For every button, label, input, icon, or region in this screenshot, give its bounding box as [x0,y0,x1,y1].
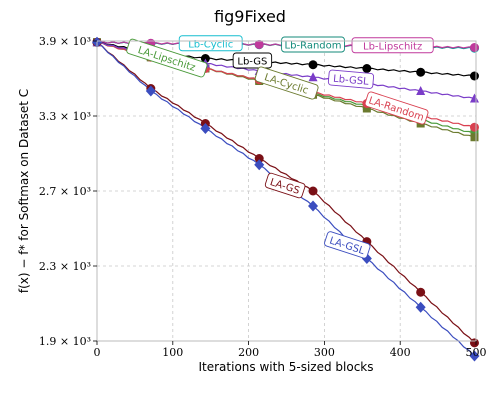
y-tick-label: 2.7 × 10³ [39,185,91,198]
x-tick-label: 400 [390,346,411,359]
x-tick-label: 100 [162,346,183,359]
y-tick-label: 1.9 × 10³ [39,335,91,348]
marker-circle [470,72,479,81]
chart-title: fig9Fixed [214,7,286,26]
y-tick-label: 2.3 × 10³ [39,260,91,273]
series-label-lb-gs: Lb-GS [233,53,272,68]
x-tick-label: 300 [314,346,335,359]
series-label-la-cyclic: LA-Cyclic [254,66,318,100]
series-label-lb-random: Lb-Random [282,37,345,52]
y-axis-label: f(x) − f* for Softmax on Dataset C [17,89,31,293]
series-label-text: Lb-Lipschitz [363,41,422,52]
x-tick-label: 0 [94,346,101,359]
series-label-text: Lb-Random [285,41,342,52]
x-tick-label: 200 [238,346,259,359]
series-label-lb-lipschitz: Lb-Lipschitz [352,38,433,53]
y-tick-label: 3.9 × 10³ [39,35,91,48]
marker-circle [416,68,425,77]
series-label-la-gsl: LA-GSL [324,231,371,259]
series-labels: Lb-Cyclic Lb-Random Lb-LipschitzLb-GSLA-Li… [126,36,433,259]
series-label-la-random: LA-Random [364,91,428,125]
x-axis-ticks: 0 100 200 300 400 500 [94,341,487,359]
marker-circle [362,64,371,73]
series-label-lb-cyclic: Lb-Cyclic [179,36,242,51]
marker-square [470,133,478,141]
y-tick-label: 3.3 × 10³ [39,110,91,123]
marker-circle [470,43,479,52]
marker-circle [309,60,318,69]
y-axis-ticks: 1.9 × 10³ 2.3 × 10³ 2.7 × 10³ 3.3 × 10³ 3.9 … [39,35,97,348]
series-label-text: Lb-GS [237,57,267,68]
marker-circle [416,288,425,297]
series-label-la-gs: LA-GS [265,172,306,198]
x-tick-label: 500 [466,346,487,359]
x-axis-label: Iterations with 5-sized blocks [199,360,374,374]
marker-circle [309,187,318,196]
marker-circle [470,123,479,132]
